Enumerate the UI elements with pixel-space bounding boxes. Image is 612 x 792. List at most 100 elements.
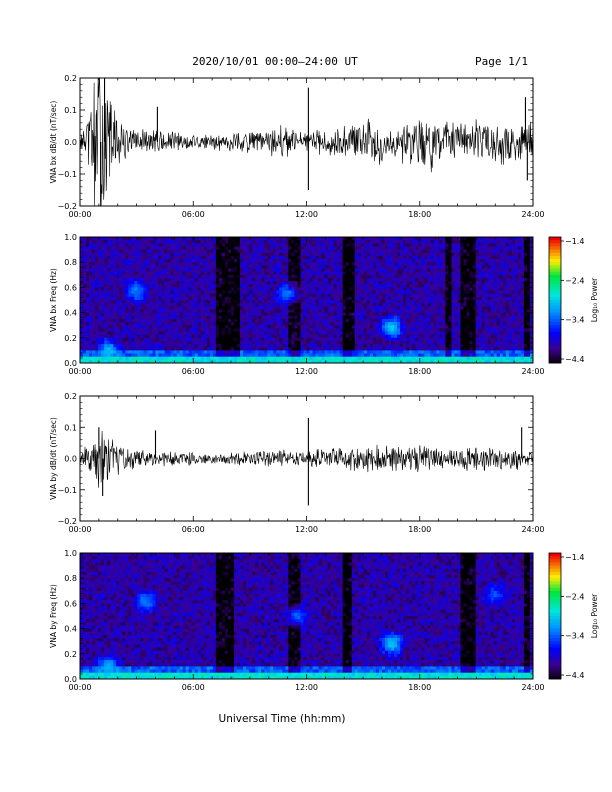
heatmap-cell (418, 328, 422, 332)
heatmap-cell (354, 277, 359, 282)
heatmap-cell (98, 281, 102, 285)
heatmap-cell (360, 318, 365, 323)
heatmap-cell (113, 331, 117, 336)
heatmap-cell (191, 262, 196, 266)
heatmap-cell (351, 268, 356, 273)
heatmap-cell (240, 359, 244, 364)
heatmap-cell (107, 315, 111, 320)
heatmap-cell (300, 315, 304, 320)
heatmap-cell (131, 259, 135, 263)
heatmap-cell (140, 347, 144, 351)
heatmap-cell (218, 331, 223, 336)
heatmap-cell (270, 293, 274, 298)
heatmap-cell (158, 277, 162, 282)
heatmap-cell (348, 350, 353, 354)
heatmap-cell (406, 350, 410, 354)
heatmap-cell (125, 265, 129, 269)
heatmap-cell (330, 344, 335, 348)
heatmap-cell (221, 325, 226, 329)
heatmap-cell (433, 309, 437, 313)
heatmap-cell (224, 255, 229, 260)
heatmap-cell (116, 249, 120, 254)
heatmap-cell (439, 300, 443, 304)
heatmap-cell (300, 359, 304, 364)
heatmap-cell (372, 274, 377, 279)
heatmap-cell (140, 350, 144, 354)
heatmap-cell (122, 318, 126, 323)
heatmap-cell (182, 344, 187, 348)
heatmap-cell (369, 265, 374, 269)
heatmap-cell (197, 337, 202, 342)
heatmap-cell (436, 240, 440, 244)
heatmap-cell (95, 243, 99, 247)
heatmap-cell (279, 334, 283, 339)
heatmap-cell (212, 325, 217, 329)
heatmap-cell (155, 322, 159, 326)
heatmap-cell (382, 315, 386, 320)
heatmap-cell (167, 347, 171, 351)
heatmap-cell (200, 255, 205, 260)
heatmap-cell (231, 274, 235, 279)
heatmap-cell (412, 356, 416, 361)
heatmap-cell (83, 268, 87, 273)
heatmap-cell (433, 243, 437, 247)
heatmap-cell (104, 331, 108, 336)
heatmap-cell (194, 353, 199, 358)
heatmap-cell (122, 265, 126, 269)
heatmap-cell (170, 243, 175, 247)
heatmap-cell (206, 281, 211, 285)
heatmap-cell (324, 290, 329, 295)
heatmap-cell (391, 271, 395, 276)
heatmap-cell (92, 318, 96, 323)
heatmap-cell (288, 353, 292, 358)
heatmap-cell (354, 252, 359, 257)
heatmap-cell (378, 347, 383, 351)
heatmap-cell (285, 347, 289, 351)
heatmap-cell (430, 322, 434, 326)
heatmap-cell (261, 306, 265, 310)
heatmap-cell (131, 309, 135, 313)
heatmap-cell (125, 240, 129, 244)
heatmap-cell (80, 353, 84, 358)
heatmap-cell (297, 318, 301, 323)
heatmap-cell (155, 350, 159, 354)
heatmap-cell (161, 281, 165, 285)
heatmap-cell (155, 328, 159, 332)
heatmap-cell (351, 274, 356, 279)
heatmap-cell (297, 240, 301, 244)
heatmap-cell (378, 312, 383, 317)
heatmap-cell (415, 359, 419, 364)
heatmap-cell (382, 237, 386, 241)
heatmap-cell (409, 331, 413, 336)
heatmap-cell (427, 271, 431, 276)
heatmap-cell (336, 353, 341, 358)
heatmap-cell (200, 353, 205, 358)
heatmap-cell (95, 331, 99, 336)
heatmap-cell (345, 344, 350, 348)
heatmap-cell (333, 287, 338, 291)
heatmap-cell (107, 281, 111, 285)
heatmap-cell (116, 322, 120, 326)
heatmap-cell (161, 293, 165, 298)
heatmap-cell (173, 290, 178, 295)
heatmap-cell (403, 331, 407, 336)
heatmap-cell (415, 284, 419, 288)
heatmap-cell (288, 328, 292, 332)
heatmap-cell (203, 259, 208, 263)
heatmap-cell (98, 237, 102, 241)
heatmap-cell (203, 246, 208, 250)
heatmap-cell (270, 240, 274, 244)
heatmap-cell (385, 284, 389, 288)
heatmap-cell (143, 265, 147, 269)
heatmap-cell (430, 328, 434, 332)
heatmap-cell (200, 315, 205, 320)
heatmap-cell (188, 309, 193, 313)
heatmap-cell (288, 306, 292, 310)
heatmap-cell (98, 240, 102, 244)
heatmap-cell (104, 281, 108, 285)
heatmap-cell (185, 312, 190, 317)
heatmap-cell (200, 334, 205, 339)
heatmap-cell (203, 274, 208, 279)
heatmap-cell (436, 262, 440, 266)
heatmap-cell (400, 296, 404, 301)
